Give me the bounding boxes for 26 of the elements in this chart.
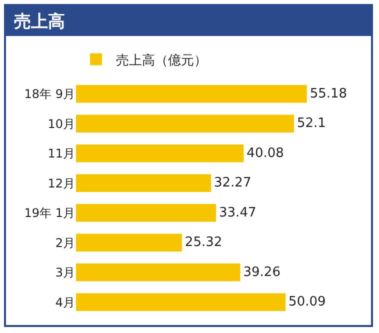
data-label: 25.32 <box>184 235 222 250</box>
bar <box>76 144 244 162</box>
data-label: 33.47 <box>219 205 256 220</box>
bar <box>76 263 240 282</box>
bar <box>76 84 307 103</box>
bar <box>76 174 211 192</box>
legend-label: 売上高（億元） <box>116 52 207 68</box>
y-tick-label: 4月 <box>55 295 75 310</box>
data-label: 50.09 <box>288 294 326 310</box>
data-label: 32.27 <box>214 176 252 191</box>
data-label: 39.26 <box>243 264 280 280</box>
bar <box>76 234 182 252</box>
y-tick-label: 12月 <box>48 176 75 190</box>
y-tick-label: 3月 <box>55 266 75 280</box>
data-label: 55.18 <box>310 86 348 102</box>
y-tick-label: 19年 1月 <box>24 206 75 220</box>
y-tick-label: 11月 <box>48 146 75 161</box>
y-tick-label: 18年 9月 <box>24 87 75 102</box>
bar <box>76 293 286 312</box>
data-label: 40.08 <box>246 146 284 161</box>
y-tick-label: 10月 <box>48 116 75 131</box>
chart-title: 売上高 <box>6 6 371 36</box>
y-tick-label: 2月 <box>55 236 75 250</box>
data-label: 52.1 <box>296 116 326 132</box>
bar <box>76 204 216 222</box>
bar <box>76 114 294 133</box>
